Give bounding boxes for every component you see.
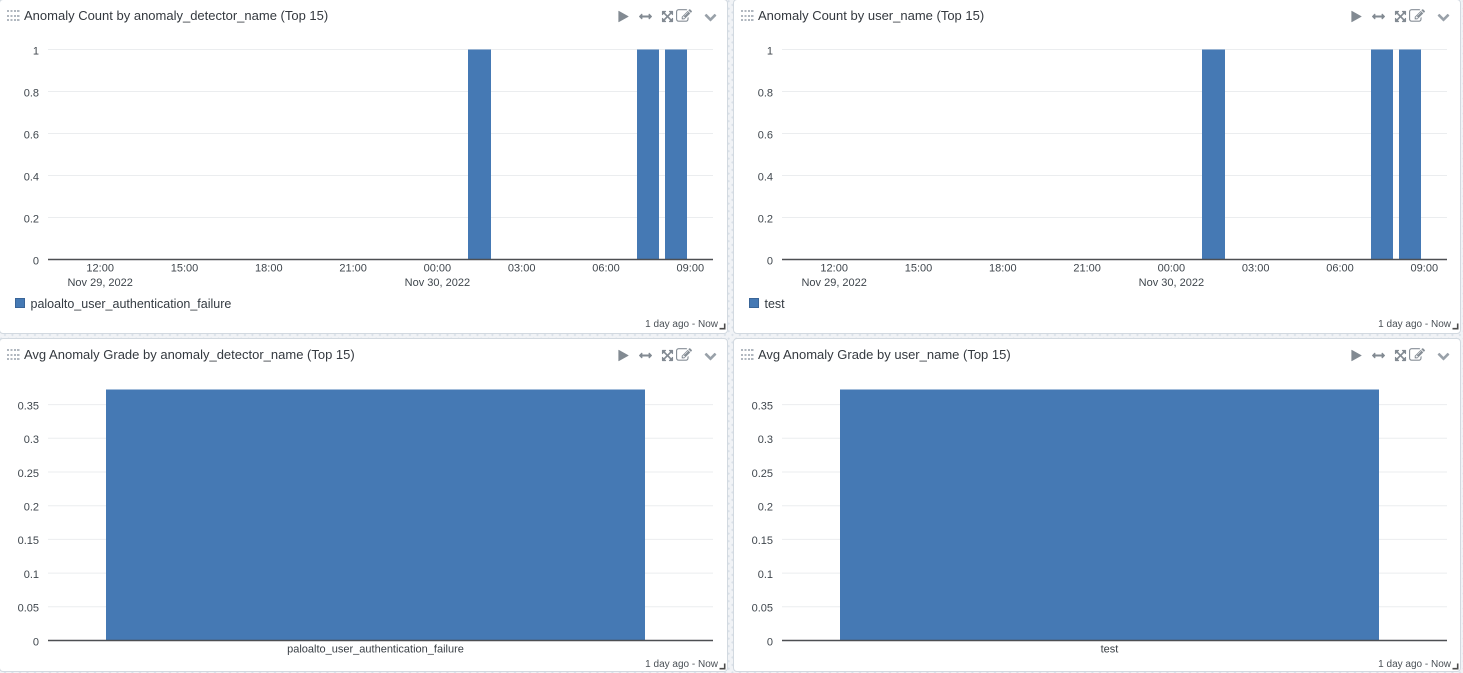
svg-text:18:00: 18:00 <box>255 263 283 275</box>
svg-text:21:00: 21:00 <box>339 263 367 275</box>
svg-text:12:00: 12:00 <box>86 263 114 275</box>
svg-text:0.4: 0.4 <box>24 171 39 183</box>
svg-text:Nov 29, 2022: Nov 29, 2022 <box>67 277 132 289</box>
svg-text:0.15: 0.15 <box>18 535 39 547</box>
svg-text:06:00: 06:00 <box>1326 263 1354 275</box>
svg-text:00:00: 00:00 <box>1158 263 1186 275</box>
svg-text:0.2: 0.2 <box>24 213 39 225</box>
svg-text:1: 1 <box>767 45 773 57</box>
svg-text:0.8: 0.8 <box>24 87 39 99</box>
svg-text:12:00: 12:00 <box>820 263 848 275</box>
svg-text:0.15: 0.15 <box>752 535 773 547</box>
svg-text:0.1: 0.1 <box>24 569 39 581</box>
svg-text:00:00: 00:00 <box>424 263 452 275</box>
svg-text:Nov 29, 2022: Nov 29, 2022 <box>801 277 866 289</box>
svg-text:paloalto_user_authentication_f: paloalto_user_authentication_failure <box>287 644 464 656</box>
svg-text:0: 0 <box>767 636 773 648</box>
svg-text:09:00: 09:00 <box>677 263 705 275</box>
svg-text:test: test <box>1101 644 1119 656</box>
svg-text:15:00: 15:00 <box>905 263 933 275</box>
svg-text:0.35: 0.35 <box>752 400 773 412</box>
svg-text:0.8: 0.8 <box>758 87 773 99</box>
svg-text:0.25: 0.25 <box>18 468 39 480</box>
svg-text:0.6: 0.6 <box>24 129 39 141</box>
svg-text:0: 0 <box>33 636 39 648</box>
svg-text:18:00: 18:00 <box>989 263 1017 275</box>
svg-text:Nov 30, 2022: Nov 30, 2022 <box>405 277 470 289</box>
svg-text:0.3: 0.3 <box>758 434 773 446</box>
svg-text:0.2: 0.2 <box>758 213 773 225</box>
svg-text:0.05: 0.05 <box>752 603 773 615</box>
svg-text:0.2: 0.2 <box>758 502 773 514</box>
svg-text:03:00: 03:00 <box>508 263 536 275</box>
svg-text:0.4: 0.4 <box>758 171 773 183</box>
svg-text:Nov 30, 2022: Nov 30, 2022 <box>1139 277 1204 289</box>
svg-text:0.3: 0.3 <box>24 434 39 446</box>
svg-text:21:00: 21:00 <box>1073 263 1101 275</box>
svg-text:0.05: 0.05 <box>18 603 39 615</box>
svg-text:0.35: 0.35 <box>18 400 39 412</box>
svg-text:0.6: 0.6 <box>758 129 773 141</box>
svg-text:0: 0 <box>33 255 39 267</box>
svg-text:03:00: 03:00 <box>1242 263 1270 275</box>
svg-text:1: 1 <box>33 45 39 57</box>
svg-text:15:00: 15:00 <box>171 263 199 275</box>
svg-text:06:00: 06:00 <box>592 263 620 275</box>
svg-text:0.25: 0.25 <box>752 468 773 480</box>
svg-text:09:00: 09:00 <box>1411 263 1439 275</box>
svg-text:0.2: 0.2 <box>24 502 39 514</box>
svg-text:0.1: 0.1 <box>758 569 773 581</box>
svg-text:0: 0 <box>767 255 773 267</box>
